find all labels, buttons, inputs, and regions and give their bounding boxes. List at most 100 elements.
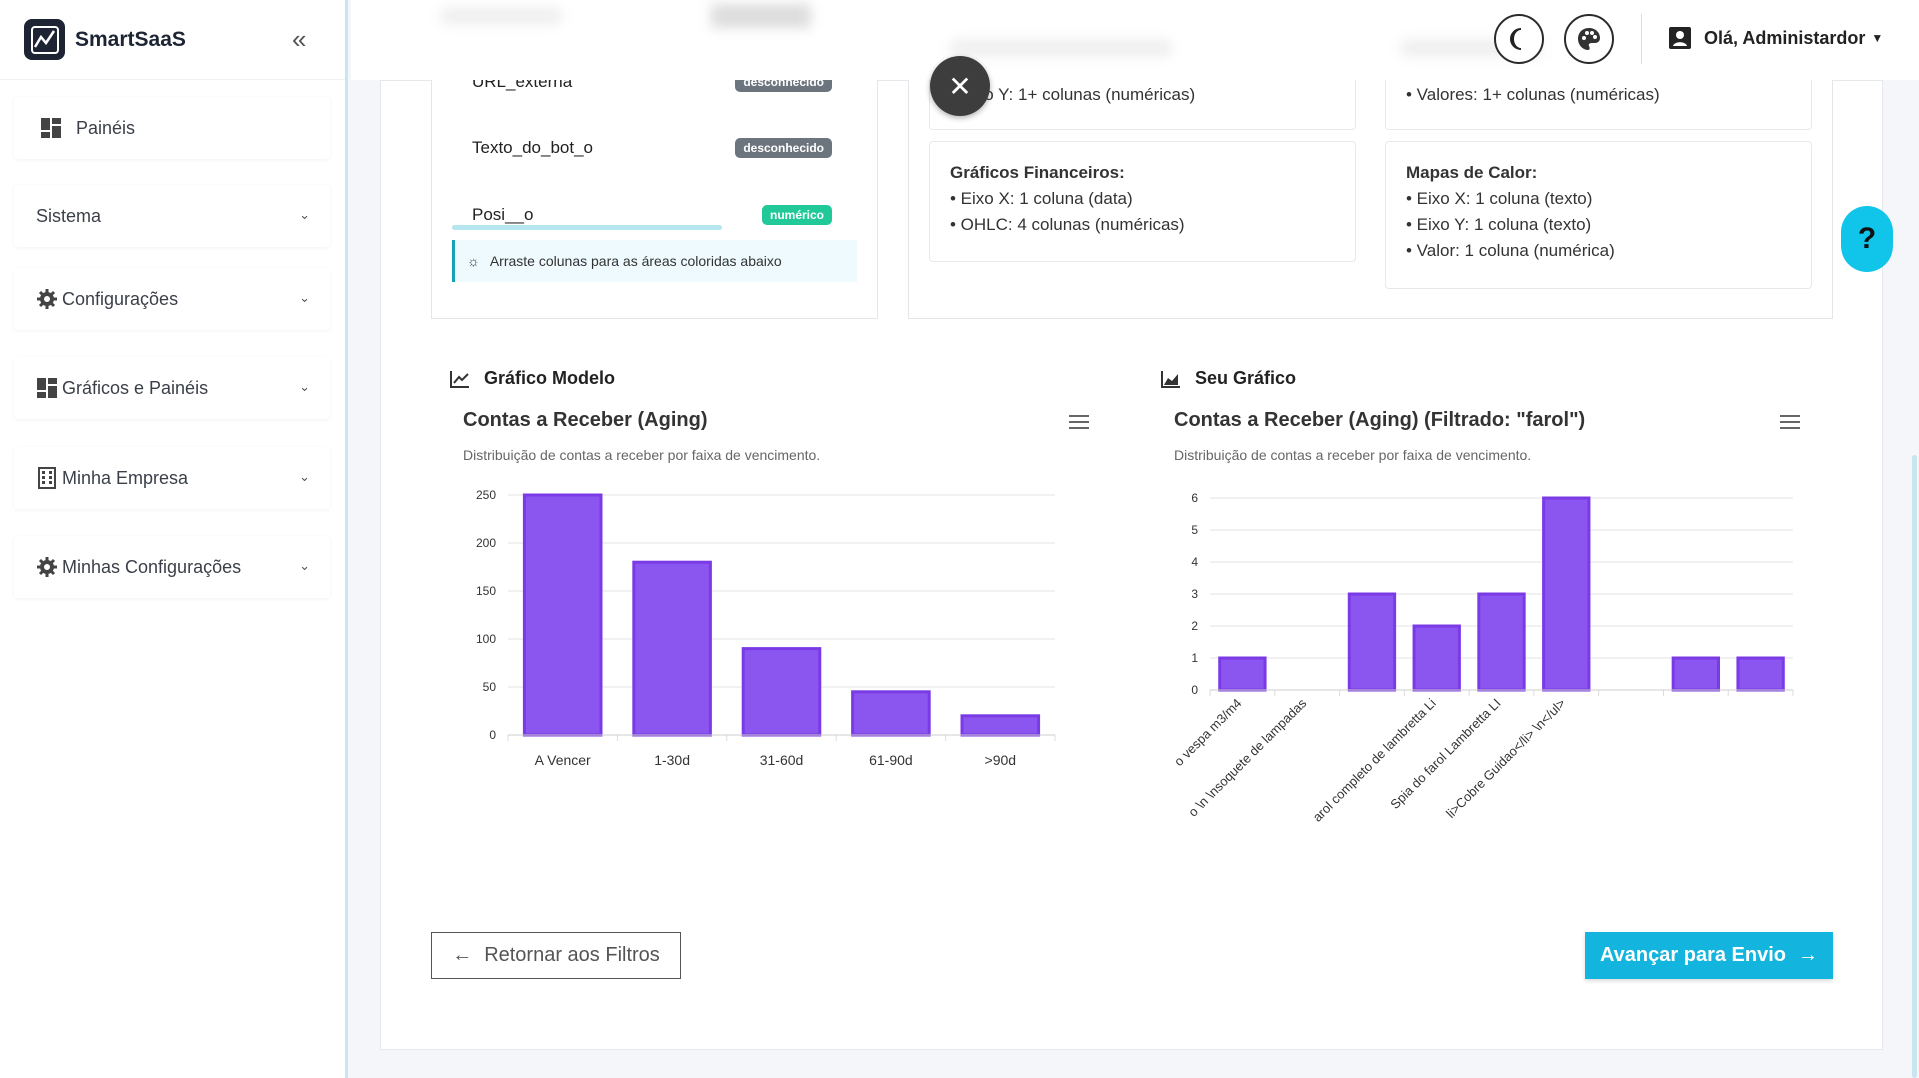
user-card-icon bbox=[1669, 27, 1691, 49]
next-button-label: Avançar para Envio bbox=[1599, 944, 1786, 966]
drag-hint-text: Arraste colunas para as áreas coloridas … bbox=[489, 253, 782, 269]
y-tick-label: 50 bbox=[483, 680, 497, 694]
user-chart-label: Seu Gráfico bbox=[1195, 368, 1297, 388]
info-line: • Valores: 1+ colunas (numéricas) bbox=[1406, 85, 1660, 104]
palette-icon bbox=[1578, 28, 1600, 50]
sidebar-item-minha-empresa[interactable]: Minha Empresa ⌄ bbox=[14, 447, 330, 509]
sidebar-item-label: Gráficos e Painéis bbox=[62, 377, 209, 398]
x-tick-label: 61-90d bbox=[869, 752, 913, 768]
dashboard-icon bbox=[40, 117, 62, 139]
blurred-header-text bbox=[441, 8, 561, 24]
info-line: • Eixo X: 1 coluna (data) bbox=[950, 189, 1133, 208]
help-button[interactable]: ? bbox=[1841, 206, 1893, 272]
info-line: • Eixo Y: 1+ colunas (numéricas) bbox=[950, 85, 1196, 104]
y-tick-label: 5 bbox=[1191, 523, 1198, 537]
sidebar-item-graficos[interactable]: Gráficos e Painéis ⌄ bbox=[14, 357, 330, 419]
question-icon: ? bbox=[1857, 222, 1877, 255]
drag-hint: ☼ Arraste colunas para as áreas colorida… bbox=[452, 240, 857, 282]
brand: SmartSaaS bbox=[0, 0, 345, 80]
close-button[interactable]: ✕ bbox=[930, 56, 990, 116]
info-line: • Valor: 1 coluna (numérica) bbox=[1406, 241, 1615, 260]
blurred-header-badge bbox=[711, 4, 811, 28]
column-item[interactable]: Posi__o numérico bbox=[472, 205, 832, 225]
heatmap-box: Mapas de Calor: • Eixo X: 1 coluna (text… bbox=[1385, 141, 1812, 289]
sidebar-item-label: Painéis bbox=[76, 117, 136, 138]
brand-name: SmartSaaS bbox=[75, 27, 186, 51]
caret-down-icon: ▼ bbox=[1871, 31, 1884, 45]
x-tick-label: o vespa m3/m4 bbox=[1171, 696, 1244, 769]
sidebar-item-sistema[interactable]: Sistema ⌄ bbox=[14, 185, 330, 247]
x-tick-label: 31-60d bbox=[760, 752, 804, 768]
user-menu[interactable]: Olá, Administardor ▼ bbox=[1668, 26, 1883, 50]
bar bbox=[632, 560, 712, 737]
type-badge: desconhecido bbox=[735, 138, 832, 158]
moon-icon bbox=[1510, 28, 1522, 50]
bar bbox=[1542, 496, 1591, 692]
column-name: Posi__o bbox=[472, 205, 534, 224]
y-tick-label: 0 bbox=[1191, 683, 1198, 697]
bar bbox=[1671, 656, 1721, 692]
bar bbox=[1477, 592, 1526, 692]
sidebar-item-label: Sistema bbox=[36, 205, 102, 226]
x-tick-label: A Vencer bbox=[535, 752, 591, 768]
user-chart-subtitle: Distribuição de contas a receber por fai… bbox=[1174, 447, 1532, 463]
model-chart-subtitle: Distribuição de contas a receber por fai… bbox=[463, 447, 821, 463]
user-chart-heading: Seu Gráfico bbox=[1161, 368, 1296, 389]
sidebar-item-paineis[interactable]: Painéis bbox=[14, 97, 330, 159]
info-line: • Eixo X: 1 coluna (texto) bbox=[1406, 189, 1593, 208]
y-tick-label: 4 bbox=[1191, 555, 1198, 569]
info-line: • OHLC: 4 colunas (numéricas) bbox=[950, 215, 1185, 234]
bar bbox=[1412, 624, 1461, 692]
y-tick-label: 6 bbox=[1191, 491, 1198, 505]
sidebar-item-minhas-configuracoes[interactable]: Minhas Configurações ⌄ bbox=[14, 536, 330, 598]
back-to-filters-button[interactable]: ← Retornar aos Filtros bbox=[431, 932, 681, 979]
model-chart-label: Gráfico Modelo bbox=[484, 368, 616, 388]
x-tick-label: 1-30d bbox=[654, 752, 690, 768]
y-tick-label: 100 bbox=[476, 632, 496, 646]
type-badge: numérico bbox=[761, 205, 832, 225]
user-greeting: Olá, Administardor bbox=[1704, 27, 1866, 48]
x-tick-label: arol completo de lambretta Li bbox=[1310, 695, 1439, 824]
info-line: • Eixo Y: 1 coluna (texto) bbox=[1406, 215, 1592, 234]
gear-icon bbox=[36, 288, 58, 310]
financial-charts-box: Gráficos Financeiros: • Eixo X: 1 coluna… bbox=[929, 141, 1356, 262]
sidebar-item-label: Minha Empresa bbox=[62, 467, 189, 488]
chevron-down-icon: ⌄ bbox=[299, 558, 310, 573]
sidebar-item-configuracoes[interactable]: Configurações ⌄ bbox=[14, 268, 330, 330]
area-chart-icon bbox=[1161, 370, 1180, 388]
line-chart-icon bbox=[450, 370, 469, 388]
heatmap-title: Mapas de Calor: bbox=[1406, 163, 1538, 182]
scrollbar[interactable] bbox=[1912, 455, 1917, 1078]
model-chart-menu-icon[interactable] bbox=[1069, 415, 1089, 429]
y-tick-label: 200 bbox=[476, 536, 496, 550]
chevron-down-icon: ⌄ bbox=[299, 290, 310, 305]
back-button-label: Retornar aos Filtros bbox=[484, 944, 660, 966]
theme-palette-button[interactable] bbox=[1564, 14, 1614, 64]
model-chart-heading: Gráfico Modelo bbox=[450, 368, 615, 389]
gear-icon bbox=[36, 556, 58, 578]
arrow-left-icon: ← bbox=[452, 944, 473, 966]
dark-mode-toggle[interactable] bbox=[1494, 14, 1544, 64]
close-icon: ✕ bbox=[948, 70, 972, 102]
building-icon bbox=[36, 467, 58, 489]
chevron-down-icon: ⌄ bbox=[299, 379, 310, 394]
x-tick-label: >90d bbox=[985, 752, 1017, 768]
collapse-sidebar-icon[interactable]: « bbox=[292, 24, 307, 54]
lightbulb-icon: ☼ bbox=[467, 253, 480, 269]
chevron-down-icon: ⌄ bbox=[299, 207, 310, 222]
sidebar: SmartSaaS « Painéis Sistema ⌄ Configuraç… bbox=[0, 0, 348, 1078]
x-tick-label: li>Cobre Guidao</li> \n</ul> bbox=[1443, 696, 1568, 821]
x-tick-label: Spia do farol Lambretta LI bbox=[1387, 696, 1503, 812]
arrow-right-icon: → bbox=[1798, 944, 1818, 966]
y-tick-label: 250 bbox=[476, 488, 496, 502]
user-chart-menu-icon[interactable] bbox=[1780, 415, 1800, 429]
bar bbox=[851, 690, 931, 737]
brand-logo-icon[interactable] bbox=[24, 19, 65, 60]
column-item[interactable]: Texto_do_bot_o desconhecido bbox=[472, 138, 832, 158]
y-tick-label: 2 bbox=[1191, 619, 1198, 633]
bar bbox=[1736, 656, 1785, 692]
y-tick-label: 3 bbox=[1191, 587, 1198, 601]
model-chart: 0 50 100 150 200 250 A Vencer 1-30d 31-60d 61-90d… bbox=[476, 488, 1056, 768]
y-tick-label: 150 bbox=[476, 584, 496, 598]
proceed-to-send-button[interactable]: Avançar para Envio → bbox=[1585, 932, 1833, 979]
